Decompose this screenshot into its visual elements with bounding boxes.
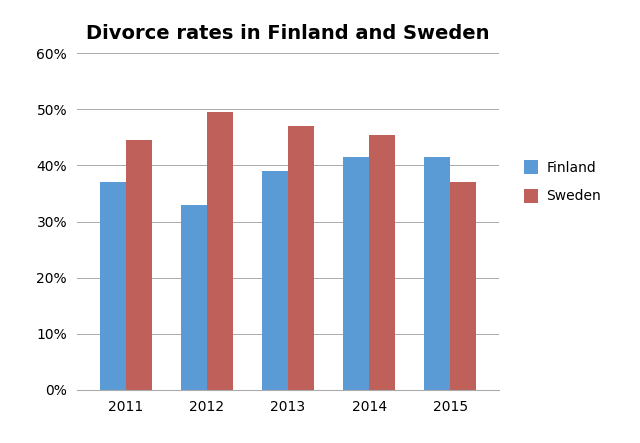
Bar (451, 182, 476, 390)
Bar (180, 205, 207, 390)
Bar (424, 157, 451, 390)
Title: Divorce rates in Finland and Sweden: Divorce rates in Finland and Sweden (86, 24, 490, 43)
Bar (288, 126, 314, 390)
Bar (369, 135, 396, 390)
Bar (125, 140, 152, 390)
Bar (262, 171, 288, 390)
Bar (343, 157, 369, 390)
Legend: Finland, Sweden: Finland, Sweden (519, 154, 607, 209)
Bar (207, 112, 233, 390)
Bar (100, 182, 125, 390)
